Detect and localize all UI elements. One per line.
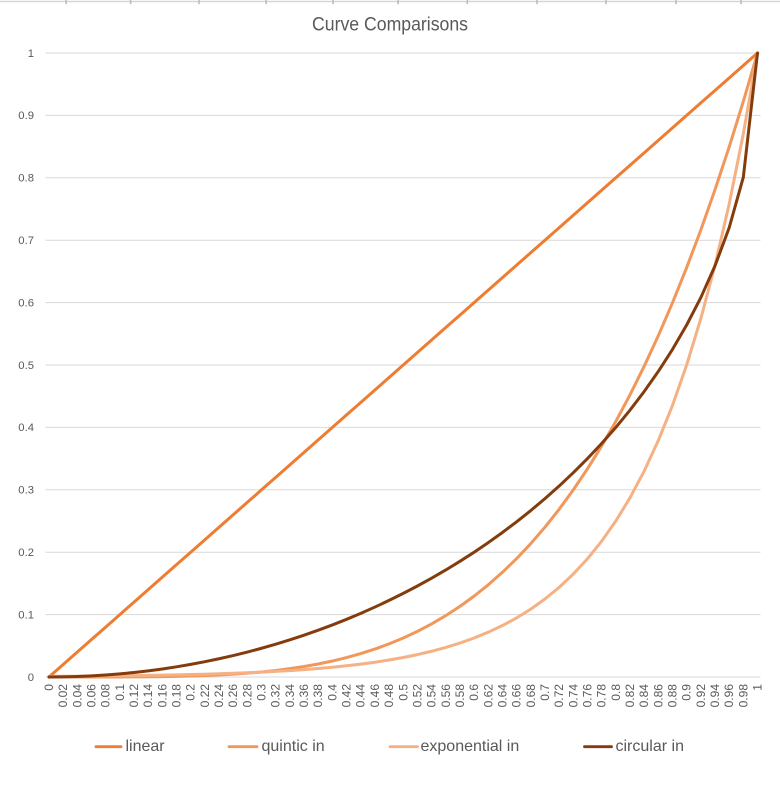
svg-text:0.06: 0.06 bbox=[85, 684, 99, 708]
svg-text:0.1: 0.1 bbox=[18, 609, 34, 621]
svg-text:0: 0 bbox=[42, 684, 56, 691]
svg-text:0.3: 0.3 bbox=[255, 684, 269, 701]
svg-text:0.58: 0.58 bbox=[453, 684, 467, 708]
svg-text:0.56: 0.56 bbox=[439, 684, 453, 708]
svg-text:0.84: 0.84 bbox=[637, 684, 651, 708]
svg-text:0.6: 0.6 bbox=[18, 297, 34, 309]
svg-text:0.7: 0.7 bbox=[538, 684, 552, 701]
svg-text:0.8: 0.8 bbox=[609, 684, 623, 701]
svg-text:0.3: 0.3 bbox=[18, 485, 34, 497]
svg-text:0.16: 0.16 bbox=[155, 684, 169, 708]
svg-text:0.5: 0.5 bbox=[396, 684, 410, 701]
svg-text:0.08: 0.08 bbox=[99, 684, 113, 708]
svg-text:linear: linear bbox=[126, 738, 166, 755]
svg-text:0.2: 0.2 bbox=[18, 547, 34, 559]
svg-text:0.04: 0.04 bbox=[70, 684, 84, 708]
svg-text:0.64: 0.64 bbox=[495, 684, 509, 708]
svg-text:1: 1 bbox=[751, 684, 765, 691]
svg-text:0.38: 0.38 bbox=[311, 684, 325, 708]
svg-text:0.4: 0.4 bbox=[18, 422, 34, 434]
svg-text:0.44: 0.44 bbox=[354, 684, 368, 708]
svg-text:quintic in: quintic in bbox=[262, 738, 325, 755]
svg-text:0.32: 0.32 bbox=[269, 684, 283, 708]
svg-text:0.98: 0.98 bbox=[736, 684, 750, 708]
svg-text:0.72: 0.72 bbox=[552, 684, 566, 708]
svg-text:0.96: 0.96 bbox=[722, 684, 736, 708]
svg-text:0.12: 0.12 bbox=[127, 684, 141, 708]
svg-text:0.5: 0.5 bbox=[18, 360, 34, 372]
svg-text:0.34: 0.34 bbox=[283, 684, 297, 708]
svg-text:0.28: 0.28 bbox=[240, 684, 254, 708]
svg-text:0.6: 0.6 bbox=[467, 684, 481, 701]
svg-text:0.36: 0.36 bbox=[297, 684, 311, 708]
svg-text:0.26: 0.26 bbox=[226, 684, 240, 708]
svg-text:circular in: circular in bbox=[616, 738, 684, 755]
svg-text:0.46: 0.46 bbox=[368, 684, 382, 708]
svg-text:0.8: 0.8 bbox=[18, 173, 34, 185]
svg-text:0.92: 0.92 bbox=[694, 684, 708, 708]
svg-text:0.88: 0.88 bbox=[665, 684, 679, 708]
svg-text:0.78: 0.78 bbox=[595, 684, 609, 708]
svg-text:0.86: 0.86 bbox=[651, 684, 665, 708]
svg-text:0.54: 0.54 bbox=[425, 684, 439, 708]
svg-text:0.9: 0.9 bbox=[18, 110, 34, 122]
svg-text:0.74: 0.74 bbox=[566, 684, 580, 708]
svg-text:0.02: 0.02 bbox=[56, 684, 70, 708]
svg-text:0.2: 0.2 bbox=[184, 684, 198, 701]
svg-text:Curve Comparisons: Curve Comparisons bbox=[312, 14, 468, 36]
svg-text:1: 1 bbox=[28, 48, 34, 60]
svg-text:0.9: 0.9 bbox=[680, 684, 694, 701]
svg-text:0.82: 0.82 bbox=[623, 684, 637, 708]
svg-text:0: 0 bbox=[28, 672, 34, 684]
svg-text:0.4: 0.4 bbox=[325, 684, 339, 701]
svg-text:0.24: 0.24 bbox=[212, 684, 226, 708]
svg-text:0.94: 0.94 bbox=[708, 684, 722, 708]
svg-text:0.62: 0.62 bbox=[481, 684, 495, 708]
svg-text:0.18: 0.18 bbox=[170, 684, 184, 708]
svg-text:0.48: 0.48 bbox=[382, 684, 396, 708]
svg-text:0.14: 0.14 bbox=[141, 684, 155, 708]
svg-text:0.68: 0.68 bbox=[524, 684, 538, 708]
svg-text:0.76: 0.76 bbox=[580, 684, 594, 708]
svg-text:0.7: 0.7 bbox=[18, 235, 34, 247]
svg-text:0.42: 0.42 bbox=[340, 684, 354, 708]
svg-text:0.52: 0.52 bbox=[410, 684, 424, 708]
svg-text:exponential in: exponential in bbox=[421, 738, 520, 755]
svg-text:0.22: 0.22 bbox=[198, 684, 212, 708]
svg-text:0.66: 0.66 bbox=[510, 684, 524, 708]
svg-text:0.1: 0.1 bbox=[113, 684, 127, 701]
